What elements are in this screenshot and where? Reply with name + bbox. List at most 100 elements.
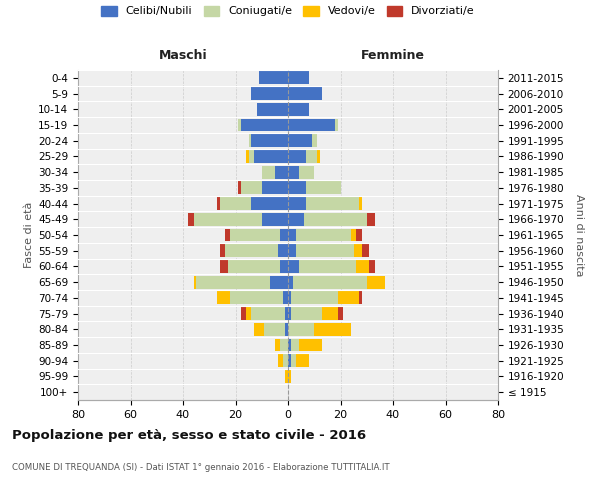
Bar — [299, 338, 322, 351]
Bar — [248, 150, 254, 163]
Bar — [251, 307, 286, 320]
Bar — [262, 166, 275, 178]
Bar — [269, 276, 288, 288]
Bar — [248, 134, 251, 147]
Text: Popolazione per età, sesso e stato civile - 2016: Popolazione per età, sesso e stato civil… — [12, 430, 366, 442]
Bar — [367, 276, 385, 288]
Bar — [359, 197, 361, 210]
Bar — [254, 150, 288, 163]
Bar — [288, 197, 307, 210]
Bar — [293, 276, 367, 288]
Bar — [286, 323, 288, 336]
Y-axis label: Anni di nascita: Anni di nascita — [574, 194, 584, 276]
Bar — [220, 197, 251, 210]
Bar — [338, 307, 343, 320]
Bar — [193, 213, 262, 226]
Text: COMUNE DI TREQUANDA (SI) - Dati ISTAT 1° gennaio 2016 - Elaborazione TUTTITALIA.: COMUNE DI TREQUANDA (SI) - Dati ISTAT 1°… — [12, 464, 389, 472]
Bar — [288, 134, 311, 147]
Bar — [307, 182, 341, 194]
Bar — [338, 292, 359, 304]
Bar — [288, 228, 296, 241]
Bar — [220, 260, 227, 273]
Bar — [262, 213, 288, 226]
Bar — [275, 166, 288, 178]
Bar — [286, 370, 288, 383]
Bar — [265, 323, 286, 336]
Bar — [351, 228, 356, 241]
Bar — [311, 134, 317, 147]
Bar — [280, 260, 288, 273]
Bar — [277, 354, 283, 367]
Bar — [288, 103, 309, 116]
Bar — [288, 338, 290, 351]
Bar — [370, 260, 374, 273]
Bar — [251, 134, 288, 147]
Bar — [280, 338, 288, 351]
Bar — [225, 228, 230, 241]
Bar — [227, 260, 280, 273]
Bar — [241, 118, 288, 132]
Bar — [288, 118, 335, 132]
Bar — [356, 260, 370, 273]
Bar — [307, 150, 317, 163]
Bar — [251, 87, 288, 100]
Bar — [288, 166, 299, 178]
Bar — [367, 213, 374, 226]
Bar — [296, 228, 351, 241]
Bar — [322, 307, 338, 320]
Bar — [277, 244, 288, 257]
Bar — [356, 228, 361, 241]
Bar — [290, 338, 299, 351]
Bar — [241, 307, 246, 320]
Bar — [288, 213, 304, 226]
Bar — [283, 354, 288, 367]
Bar — [230, 292, 283, 304]
Bar — [288, 182, 307, 194]
Bar — [288, 150, 307, 163]
Text: Femmine: Femmine — [361, 50, 425, 62]
Bar — [220, 244, 225, 257]
Bar — [283, 292, 288, 304]
Bar — [286, 307, 288, 320]
Bar — [335, 118, 338, 132]
Bar — [262, 182, 288, 194]
Bar — [230, 228, 280, 241]
Bar — [196, 276, 269, 288]
Bar — [241, 182, 262, 194]
Bar — [307, 197, 359, 210]
Bar — [290, 292, 338, 304]
Bar — [317, 150, 320, 163]
Bar — [280, 228, 288, 241]
Bar — [296, 354, 309, 367]
Text: Maschi: Maschi — [158, 50, 208, 62]
Bar — [288, 354, 290, 367]
Bar — [314, 323, 351, 336]
Bar — [217, 197, 220, 210]
Bar — [238, 118, 241, 132]
Bar — [238, 182, 241, 194]
Legend: Celibi/Nubili, Coniugati/e, Vedovi/e, Divorziati/e: Celibi/Nubili, Coniugati/e, Vedovi/e, Di… — [101, 6, 475, 16]
Bar — [246, 150, 248, 163]
Bar — [225, 244, 277, 257]
Bar — [288, 87, 322, 100]
Bar — [251, 197, 288, 210]
Bar — [259, 72, 288, 85]
Bar — [288, 370, 290, 383]
Bar — [275, 338, 280, 351]
Bar — [288, 292, 290, 304]
Bar — [288, 276, 293, 288]
Bar — [288, 72, 309, 85]
Bar — [299, 166, 314, 178]
Bar — [288, 307, 290, 320]
Bar — [299, 260, 356, 273]
Bar — [353, 244, 361, 257]
Bar — [288, 260, 299, 273]
Bar — [361, 244, 370, 257]
Bar — [257, 103, 288, 116]
Bar — [290, 354, 296, 367]
Bar — [193, 276, 196, 288]
Bar — [359, 292, 361, 304]
Bar — [246, 307, 251, 320]
Bar — [296, 244, 353, 257]
Bar — [254, 323, 265, 336]
